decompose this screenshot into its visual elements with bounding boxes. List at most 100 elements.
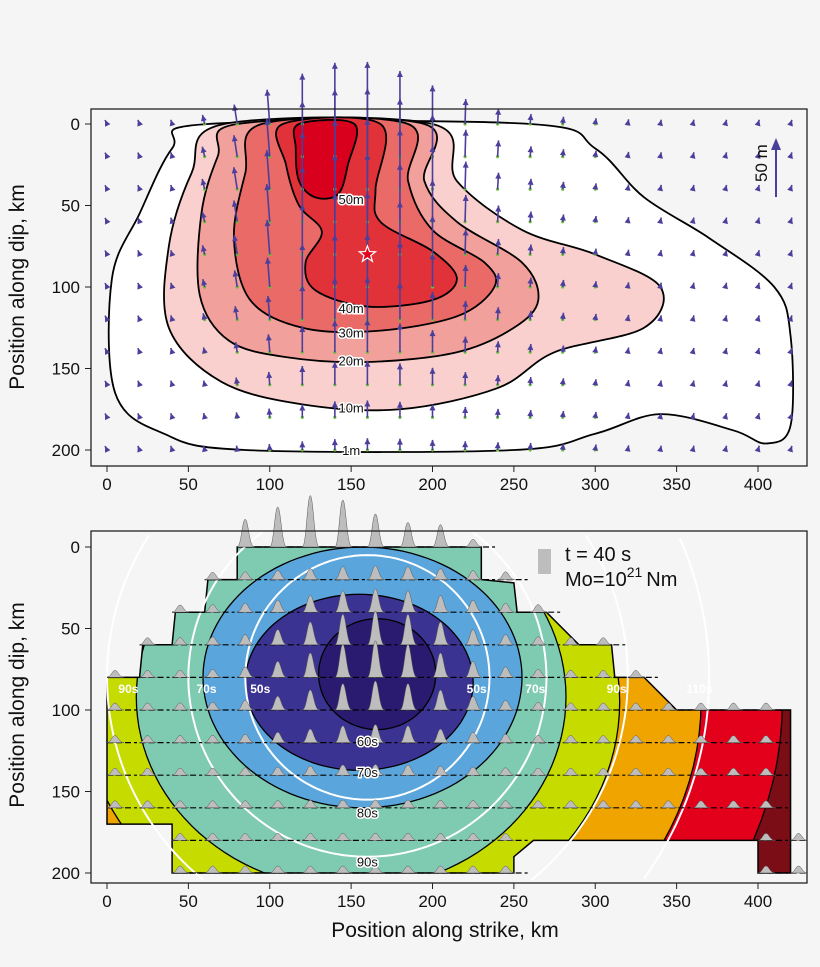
stf-pulse (464, 570, 483, 580)
slip-vector (559, 345, 566, 353)
source-time-function (302, 568, 333, 581)
arrowhead-icon (689, 250, 696, 257)
slip-vector (657, 119, 663, 127)
source-time-function (172, 800, 203, 809)
arrowhead-icon (689, 445, 696, 453)
arrowhead-icon (689, 119, 696, 127)
source-time-function (432, 621, 463, 646)
slip-vector (169, 249, 176, 257)
source-time-function (269, 731, 300, 744)
rupture-front-circle (643, 537, 711, 880)
arrowhead-icon (495, 108, 502, 115)
source-time-function (627, 702, 658, 711)
stf-pulse (367, 565, 385, 580)
arrowhead-icon (787, 250, 793, 257)
arrowhead-icon (364, 400, 371, 407)
arrowhead-icon (137, 413, 143, 421)
arrowhead-icon (105, 185, 111, 192)
arrowhead-icon (331, 89, 338, 96)
slip-vector (137, 413, 143, 421)
slip-vector (396, 282, 403, 320)
rupture-time-label: 70s (357, 765, 378, 780)
source-time-function (237, 700, 268, 711)
slip-vector (429, 439, 436, 450)
slip-vector (689, 217, 696, 225)
arrowhead-icon (105, 283, 111, 290)
arrowhead-icon (494, 341, 501, 348)
stf-pulse (725, 767, 743, 776)
source-time-function (399, 764, 430, 776)
arrowhead-icon (364, 192, 371, 199)
slip-vector (527, 442, 534, 451)
arrowhead-icon (592, 379, 599, 386)
arrowhead-icon (364, 153, 371, 160)
arrowhead-icon (559, 312, 566, 320)
source-time-function (204, 734, 235, 744)
slip-vector (169, 347, 176, 355)
slip-vector (265, 295, 272, 320)
source-time-function (204, 604, 235, 613)
source-time-function (464, 731, 496, 744)
slip-vector (494, 341, 501, 353)
stf-pulse (497, 602, 515, 613)
arrowhead-icon (169, 119, 176, 127)
slip-vector (689, 184, 696, 192)
slip-vector (264, 257, 271, 288)
arrowhead-icon (364, 319, 371, 326)
arrowhead-icon (559, 443, 566, 450)
slip-vector (527, 310, 534, 320)
stf-pulse (269, 696, 287, 711)
stf-pulse (204, 669, 222, 678)
stf-pulse (269, 865, 287, 874)
bottom-frame (90, 530, 808, 884)
stf-pulse (562, 800, 580, 809)
arrowhead-icon (265, 296, 272, 303)
arrowhead-icon (462, 441, 469, 448)
slip-vector (657, 184, 663, 192)
slip-vector (264, 89, 271, 125)
source-time-function (302, 800, 333, 809)
stf-pulse (172, 669, 190, 678)
source-time-function (106, 767, 137, 776)
slip-vector (462, 300, 469, 320)
source-time-function (139, 800, 170, 809)
x-tick-label: 200 (418, 475, 446, 494)
source-time-function (399, 833, 430, 842)
source-time-function (627, 767, 658, 776)
stf-pulse (172, 865, 190, 874)
arrowhead-icon (559, 345, 566, 352)
arrowhead-icon (234, 377, 240, 384)
stf-pulse (497, 666, 515, 678)
source-time-function (399, 590, 430, 613)
x-tick-label: 0 (102, 475, 111, 494)
stf-pulse (269, 599, 287, 613)
source-time-function (204, 636, 235, 646)
source-time-function (530, 604, 561, 613)
stf-pulse (204, 767, 222, 776)
stf-pulse (106, 767, 125, 776)
arrowhead-icon (722, 445, 728, 453)
stf-pulse (269, 766, 287, 776)
slip-vector (559, 312, 566, 320)
stf-pulse (172, 800, 190, 809)
slip-vector (527, 277, 534, 288)
arrowhead-icon (331, 193, 338, 200)
source-time-function (269, 506, 300, 548)
slip-vector (396, 323, 403, 353)
slip-vector (104, 250, 111, 258)
arrowhead-icon (429, 439, 436, 446)
source-time-function (172, 735, 203, 744)
arrowhead-icon (494, 307, 501, 314)
source-time-function (204, 572, 235, 581)
slip-label: 50m (338, 192, 363, 207)
arrowhead-icon (754, 217, 761, 225)
source-time-function (237, 833, 268, 842)
source-time-function (334, 725, 365, 744)
slip-vector (559, 149, 566, 157)
source-time-function (399, 725, 430, 744)
slip-vector (137, 250, 143, 258)
source-time-function (302, 689, 333, 711)
x-tick-label: 0 (102, 892, 111, 911)
x-tick-label: 300 (581, 892, 609, 911)
stf-pulse (302, 689, 320, 711)
